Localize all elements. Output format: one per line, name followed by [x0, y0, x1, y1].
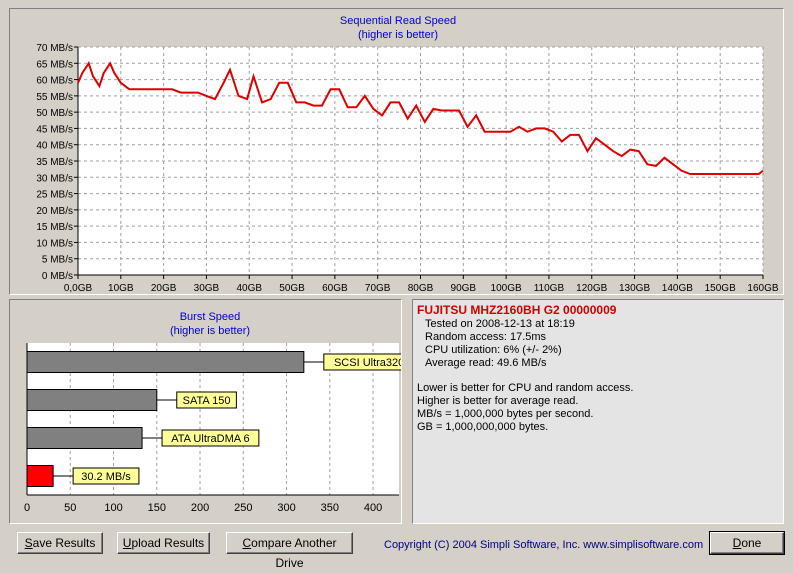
save-label: ave Results — [32, 536, 96, 550]
burst-x-tick-label: 50 — [64, 502, 76, 514]
burst-label-box — [72, 467, 140, 485]
burst-bar — [26, 427, 143, 449]
burst-bar — [26, 465, 54, 487]
tested-on: Tested on 2008-12-13 at 18:19 — [425, 318, 575, 330]
x-tick-label: 100GB — [491, 283, 522, 294]
burst-bar-label: SCSI Ultra320 — [334, 357, 401, 369]
x-tick-label: 120GB — [576, 283, 607, 294]
x-tick-label: 70GB — [365, 283, 391, 294]
drive-info-panel: FUJITSU MHZ2160BH G2 00000009 Tested on … — [412, 299, 784, 524]
y-tick-label: 25 MB/s — [36, 190, 73, 201]
x-tick-label: 110GB — [534, 283, 565, 294]
note-line: Higher is better for average read. — [417, 395, 579, 407]
burst-speed-chart: Burst Speed (higher is better) SCSI Ultr… — [9, 299, 402, 524]
y-tick-label: 40 MB/s — [36, 141, 73, 152]
x-tick-label: 10GB — [108, 283, 134, 294]
note-line: GB = 1,000,000,000 bytes. — [417, 421, 549, 433]
burst-label-box — [161, 429, 260, 447]
save-results-button[interactable]: Save Results — [17, 532, 103, 554]
burst-x-tick-label: 300 — [277, 502, 295, 514]
compare-drive-button[interactable]: Compare Another Drive — [226, 532, 353, 570]
upload-accel-char: U — [122, 536, 132, 550]
burst-x-tick-label: 0 — [24, 502, 30, 514]
random-access: Random access: 17.5ms — [425, 331, 547, 343]
note-line: Lower is better for CPU and random acces… — [417, 382, 634, 394]
y-tick-label: 55 MB/s — [36, 92, 73, 103]
burst-bar-label: ATA UltraDMA 6 — [171, 433, 249, 445]
compare-accel-char: C — [242, 536, 252, 550]
burst-x-tick-label: 400 — [364, 502, 382, 514]
y-tick-label: 30 MB/s — [36, 173, 73, 184]
burst-label-box — [176, 391, 237, 409]
burst-bar-label: 30.2 MB/s — [81, 471, 131, 483]
x-tick-label: 90GB — [451, 283, 477, 294]
x-tick-label: 150GB — [705, 283, 736, 294]
y-tick-label: 60 MB/s — [36, 76, 73, 87]
burst-x-tick-label: 100 — [104, 502, 122, 514]
y-tick-label: 35 MB/s — [36, 157, 73, 168]
burst-x-tick-label: 150 — [148, 502, 166, 514]
y-tick-label: 5 MB/s — [42, 255, 73, 266]
y-tick-label: 70 MB/s — [36, 43, 73, 54]
done-label: one — [741, 536, 762, 550]
sequential-read-chart: Sequential Read Speed (higher is better)… — [9, 8, 784, 295]
x-tick-label: 130GB — [619, 283, 650, 294]
x-tick-label: 60GB — [322, 283, 348, 294]
burst-x-tick-label: 200 — [191, 502, 209, 514]
burst-chart-subtitle: (higher is better) — [170, 325, 250, 337]
y-tick-label: 15 MB/s — [36, 222, 73, 233]
burst-bar — [26, 351, 305, 373]
burst-chart-title: Burst Speed — [180, 311, 241, 323]
upload-label: pload Results — [131, 536, 205, 550]
y-tick-label: 0 MB/s — [42, 271, 73, 282]
seq-chart-subtitle: (higher is better) — [358, 29, 438, 41]
sequential-read-svg: Sequential Read Speed (higher is better)… — [36, 15, 779, 294]
note-line: MB/s = 1,000,000 bytes per second. — [417, 408, 594, 420]
cpu-utilization: CPU utilization: 6% (+/- 2%) — [425, 344, 562, 356]
upload-results-button[interactable]: Upload Results — [117, 532, 210, 554]
compare-label: ompare Another Drive — [251, 536, 337, 570]
average-read: Average read: 49.6 MB/s — [425, 357, 547, 369]
burst-x-tick-label: 350 — [321, 502, 339, 514]
done-accel-char: D — [732, 536, 742, 550]
y-tick-label: 20 MB/s — [36, 206, 73, 217]
burst-bar — [26, 389, 158, 411]
y-tick-label: 10 MB/s — [36, 238, 73, 249]
y-tick-label: 50 MB/s — [36, 108, 73, 119]
x-tick-label: 30GB — [194, 283, 220, 294]
read-speed-line — [77, 61, 764, 175]
x-tick-label: 40GB — [236, 283, 262, 294]
copyright-text: Copyright (C) 2004 Simpli Software, Inc.… — [384, 539, 704, 551]
x-tick-label: 50GB — [279, 283, 305, 294]
burst-bar-label: SATA 150 — [183, 395, 231, 407]
drive-name: FUJITSU MHZ2160BH G2 00000009 — [417, 303, 617, 317]
burst-x-tick-label: 250 — [234, 502, 252, 514]
burst-speed-svg: Burst Speed (higher is better) SCSI Ultr… — [24, 311, 401, 514]
save-accel-char: S — [24, 536, 33, 550]
done-button[interactable]: Done — [709, 531, 785, 555]
seq-chart-title: Sequential Read Speed — [340, 15, 456, 27]
y-tick-label: 65 MB/s — [36, 59, 73, 70]
burst-label-box — [323, 353, 401, 371]
x-tick-label: 20GB — [151, 283, 177, 294]
x-tick-label: 0,0GB — [64, 283, 93, 294]
x-tick-label: 160GB — [747, 283, 778, 294]
x-tick-label: 80GB — [408, 283, 434, 294]
y-tick-label: 45 MB/s — [36, 124, 73, 135]
x-tick-label: 140GB — [662, 283, 693, 294]
